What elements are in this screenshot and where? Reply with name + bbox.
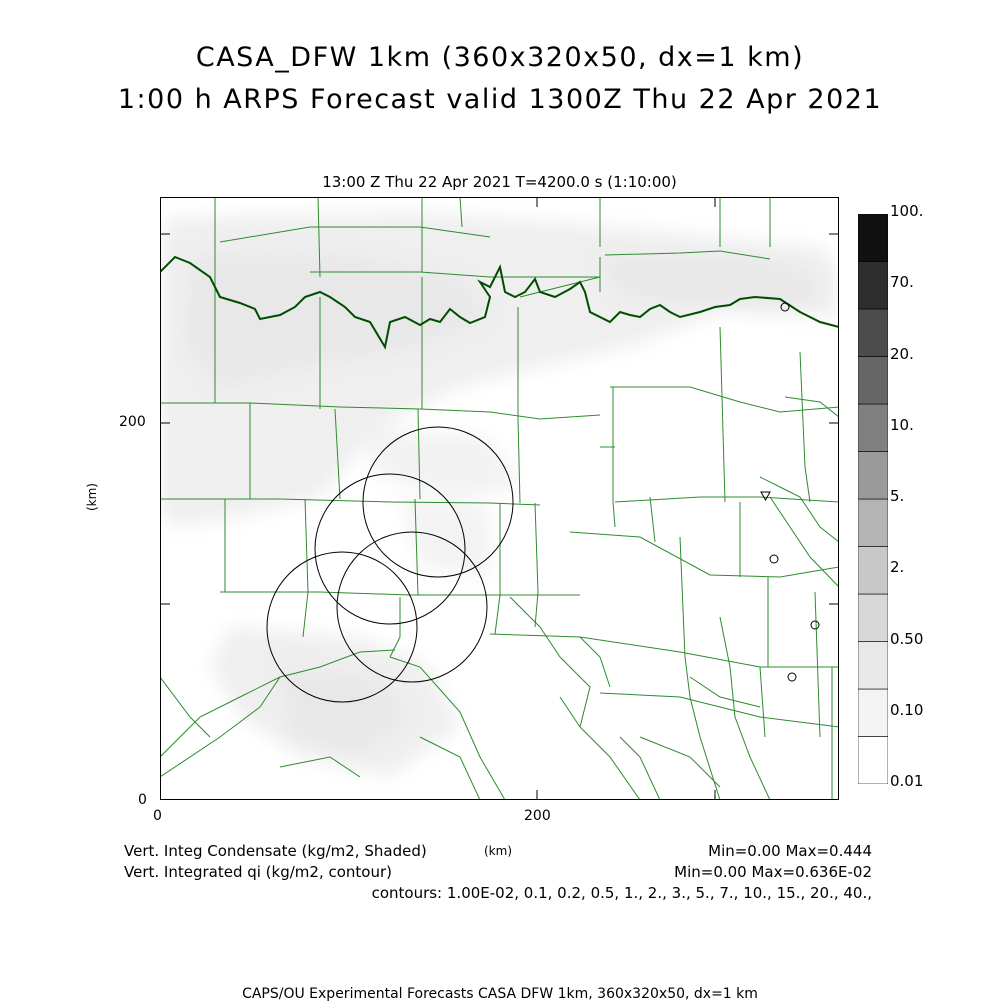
colorbar-label: 0.50 — [890, 629, 924, 648]
chart-subtitle: 1:00 h ARPS Forecast valid 1300Z Thu 22 … — [117, 84, 883, 115]
colorbar-label: 70. — [890, 273, 914, 292]
colorbar-segment — [858, 498, 888, 547]
colorbar-label: 20. — [890, 344, 914, 363]
contour-field-stats: Min=0.00 Max=0.636E-02 — [674, 863, 872, 881]
footer-credit: CAPS/OU Experimental Forecasts CASA DFW … — [242, 986, 758, 1002]
colorbar-segment — [858, 308, 888, 357]
colorbar-label: 0.01 — [890, 772, 924, 790]
x-tick-0: 0 — [153, 808, 162, 824]
shaded-field-label: Vert. Integ Condensate (kg/m2, Shaded) — [124, 842, 427, 860]
station-markers — [760, 302, 820, 682]
colorbar-label: 10. — [890, 415, 914, 434]
county-lines — [160, 197, 839, 800]
condensate-shading — [160, 212, 839, 777]
y-tick-0: 0 — [138, 792, 147, 808]
colorbar-label: 0.10 — [890, 700, 924, 719]
contour-field-label: Vert. Integrated qi (kg/m2, contour) — [124, 863, 393, 881]
x-axis-label: (km) — [484, 844, 513, 858]
colorbar-segment — [858, 593, 888, 642]
colorbar-label: 100. — [890, 202, 924, 220]
y-axis-label: (km) — [85, 482, 100, 512]
qi-contours — [266, 426, 514, 703]
colorbar-segment — [858, 214, 888, 262]
colorbar-segment — [858, 451, 888, 500]
map-panel — [160, 197, 839, 800]
map-frame — [160, 197, 839, 800]
state-boundary — [160, 255, 839, 350]
contour-levels: contours: 1.00E-02, 0.1, 0.2, 0.5, 1., 2… — [371, 884, 872, 902]
chart-title: CASA_DFW 1km (360x320x50, dx=1 km) — [195, 42, 805, 73]
colorbar-label: 2. — [890, 558, 905, 577]
y-tick-200: 200 — [119, 414, 146, 430]
colorbar-segment — [858, 688, 888, 737]
colorbar-segment — [858, 356, 888, 405]
colorbar-segment — [858, 403, 888, 452]
time-label: 13:00 Z Thu 22 Apr 2021 T=4200.0 s (1:10… — [322, 173, 677, 191]
colorbar-segment — [858, 261, 888, 310]
colorbar-label: 5. — [890, 487, 905, 505]
colorbar-segment — [858, 736, 888, 784]
colorbar-segment — [858, 546, 888, 595]
colorbar — [858, 214, 888, 784]
tick-marks — [160, 197, 839, 800]
x-tick-200: 200 — [524, 808, 551, 824]
colorbar-segment — [858, 641, 888, 690]
shaded-field-stats: Min=0.00 Max=0.444 — [708, 842, 872, 860]
